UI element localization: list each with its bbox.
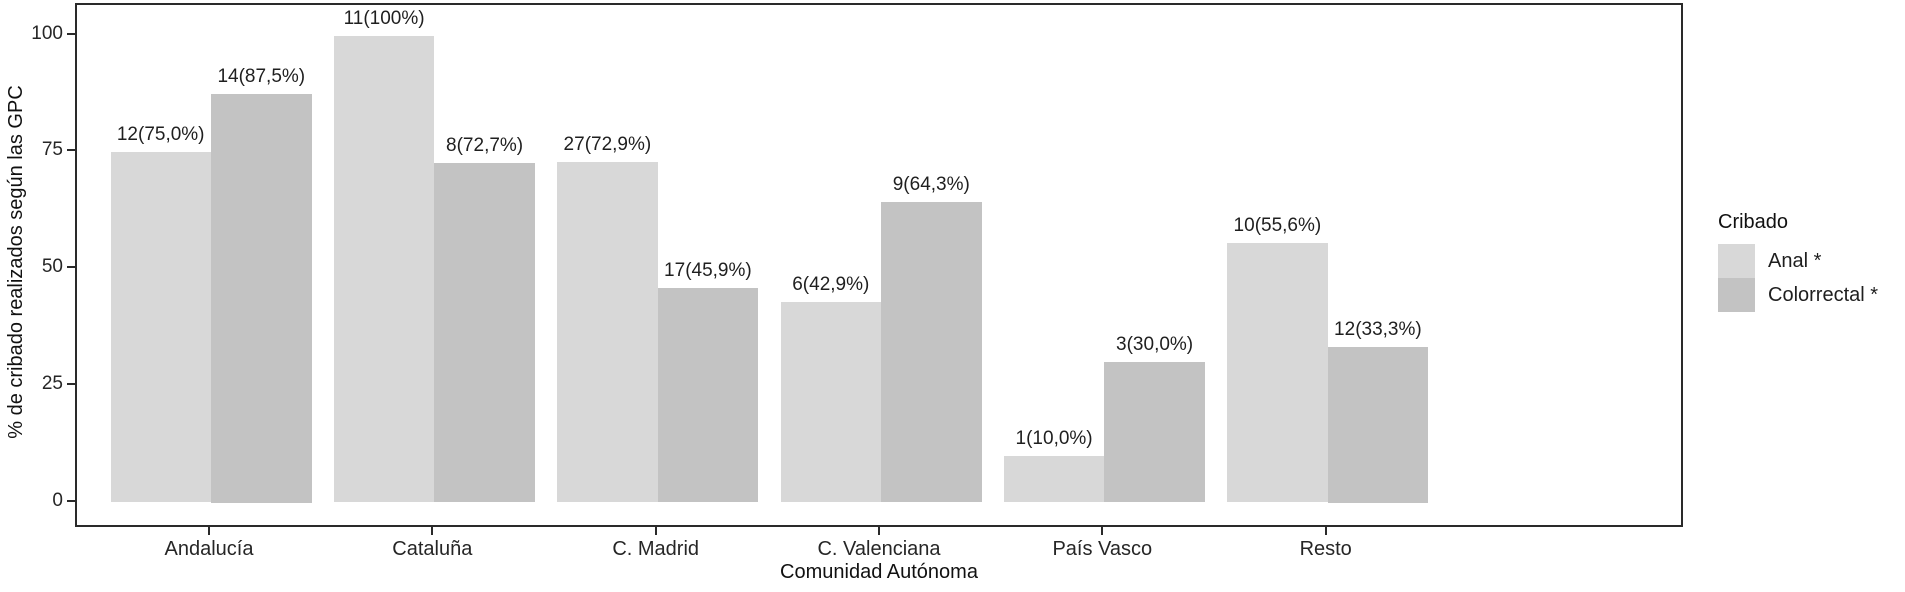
x-tick-mark [878, 527, 880, 535]
x-tick-mark [654, 527, 657, 535]
bar [333, 35, 435, 503]
legend-item: Anal * [1718, 244, 1878, 278]
legend-swatch [1718, 278, 1755, 312]
bar-value-label: 17(45,9%) [664, 260, 752, 282]
bar [780, 302, 881, 503]
legend-item: Colorrectal * [1718, 278, 1878, 312]
bar [1327, 347, 1429, 503]
bar-value-label: 10(55,6%) [1233, 214, 1322, 236]
y-tick-mark [67, 499, 75, 502]
y-tick-mark [67, 149, 75, 152]
bar [1003, 455, 1105, 503]
x-tick-label: País Vasco [1052, 538, 1153, 560]
bar-value-label: 1(10,0%) [1015, 427, 1093, 449]
bar-value-label: 14(87,5%) [217, 66, 306, 87]
legend-keys: Anal * Colorrectal * [1718, 244, 1878, 312]
x-axis-title: Comunidad Autónoma [780, 561, 978, 583]
y-tick-mark [67, 266, 75, 268]
bar-value-label: 8(72,7%) [446, 135, 524, 157]
bar-value-label: 11(100%) [343, 7, 425, 29]
y-tick-label: 50 [41, 256, 63, 277]
y-tick-label: 25 [41, 372, 63, 394]
bar-value-label: 27(72,9%) [563, 134, 652, 156]
bar [1104, 362, 1205, 503]
bar-value-label: 3(30,0%) [1116, 334, 1194, 356]
x-tick-mark [1324, 527, 1327, 535]
legend-title: Cribado [1718, 211, 1789, 233]
y-tick-mark [67, 32, 75, 35]
bar [211, 94, 312, 503]
x-tick-mark [431, 527, 434, 535]
y-tick-mark [67, 382, 75, 385]
plot-panel: 12(75,0%) 14(87,5%) 11(100%) 8(72,7%) 27(72,… [75, 3, 1683, 527]
legend-swatch [1718, 244, 1755, 278]
legend: Cribado Anal * Colorrectal * [1718, 210, 1878, 312]
y-tick-label: 75 [41, 139, 63, 161]
bar [657, 288, 759, 503]
legend-item-label: Colorrectal * [1768, 283, 1879, 306]
y-tick-label: 0 [52, 489, 63, 511]
x-tick-mark [1101, 527, 1104, 535]
bar [434, 163, 535, 503]
x-tick-label: Andalucía [164, 538, 254, 560]
x-tick-label: Resto [1299, 538, 1352, 560]
bar [881, 202, 982, 503]
bar [1227, 242, 1328, 503]
bar-value-label: 12(33,3%) [1334, 319, 1422, 340]
x-tick-label: C. Madrid [612, 538, 700, 560]
legend-item-label: Anal * [1768, 249, 1822, 272]
bar-value-label: 12(75,0%) [116, 124, 205, 146]
bar [557, 162, 658, 503]
bar-value-label: 6(42,9%) [792, 274, 870, 296]
x-tick-label: C. Valenciana [817, 538, 941, 560]
bar [110, 152, 211, 503]
x-tick-mark [208, 527, 210, 535]
x-tick-label: Cataluña [392, 538, 473, 560]
y-tick-label: 100 [31, 22, 63, 44]
bar-value-label: 9(64,3%) [892, 174, 970, 196]
